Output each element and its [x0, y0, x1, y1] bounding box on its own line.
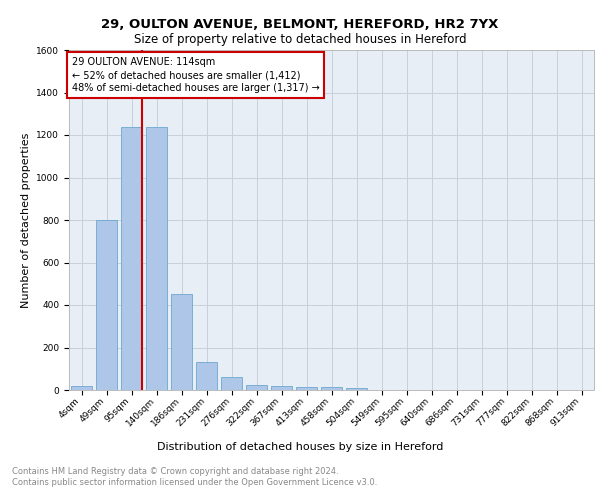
Text: Distribution of detached houses by size in Hereford: Distribution of detached houses by size …: [157, 442, 443, 452]
Bar: [171, 294, 192, 390]
Y-axis label: Number of detached properties: Number of detached properties: [21, 132, 31, 308]
Text: 29, OULTON AVENUE, BELMONT, HEREFORD, HR2 7YX: 29, OULTON AVENUE, BELMONT, HEREFORD, HR…: [101, 18, 499, 30]
Bar: [246, 384, 267, 390]
Bar: [96, 220, 117, 390]
Bar: [271, 386, 292, 390]
Bar: [346, 388, 367, 390]
Bar: [221, 377, 242, 390]
Text: 29 OULTON AVENUE: 114sqm
← 52% of detached houses are smaller (1,412)
48% of sem: 29 OULTON AVENUE: 114sqm ← 52% of detach…: [71, 57, 319, 93]
Bar: [296, 387, 317, 390]
Bar: [146, 126, 167, 390]
Bar: [71, 386, 92, 390]
Text: Size of property relative to detached houses in Hereford: Size of property relative to detached ho…: [134, 32, 466, 46]
Bar: [321, 387, 342, 390]
Text: Contains HM Land Registry data © Crown copyright and database right 2024.
Contai: Contains HM Land Registry data © Crown c…: [12, 468, 377, 487]
Bar: [196, 362, 217, 390]
Bar: [121, 126, 142, 390]
